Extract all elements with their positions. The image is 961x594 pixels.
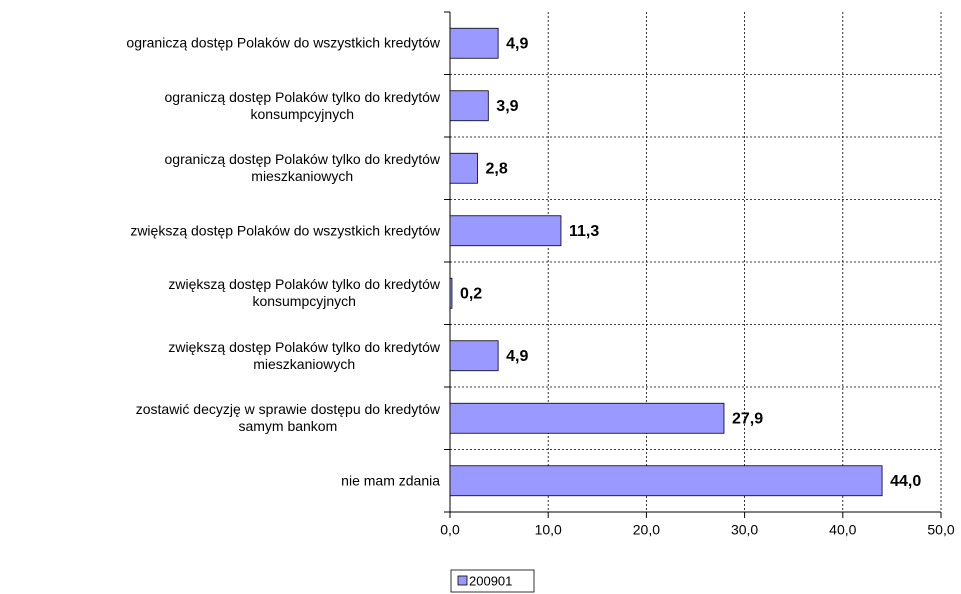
- bar: [449, 340, 499, 372]
- category-label: zostawić decyzję w sprawie dostępu do kr…: [135, 401, 440, 435]
- x-tick-label: 30,0: [731, 522, 758, 538]
- x-tick-label: 40,0: [829, 522, 856, 538]
- bar: [449, 90, 489, 122]
- x-tick-label: 10,0: [535, 522, 562, 538]
- value-label: 0,2: [460, 285, 482, 302]
- value-label: 2,8: [485, 160, 507, 177]
- value-label: 44,0: [890, 473, 921, 490]
- value-label: 4,9: [506, 348, 528, 365]
- category-label: ograniczą dostęp Polaków tylko do kredyt…: [164, 151, 440, 185]
- bar: [449, 465, 883, 497]
- category-label: zwiększą dostęp Polaków do wszystkich kr…: [130, 222, 440, 239]
- category-label: ograniczą dostęp Polaków do wszystkich k…: [126, 34, 440, 51]
- category-label: zwiększą dostęp Polaków tylko do kredytó…: [168, 338, 440, 372]
- bar: [449, 402, 725, 434]
- bar: [449, 27, 499, 59]
- value-label: 3,9: [496, 98, 518, 115]
- x-tick-label: 20,0: [633, 522, 660, 538]
- legend-label: 200901: [469, 573, 512, 588]
- category-label: zwiększą dostęp Polaków tylko do kredytó…: [168, 276, 440, 310]
- x-tick-label: 0,0: [440, 522, 460, 538]
- legend-swatch: [457, 575, 468, 586]
- legend-box: [450, 569, 535, 593]
- value-label: 11,3: [569, 223, 599, 240]
- category-label: nie mam zdania: [341, 472, 440, 489]
- bar: [449, 152, 478, 184]
- bar: [449, 277, 453, 309]
- value-label: 4,9: [506, 35, 528, 52]
- x-tick-label: 50,0: [927, 522, 954, 538]
- value-label: 27,9: [732, 410, 763, 427]
- bar: [449, 215, 562, 247]
- category-label: ograniczą dostęp Polaków tylko do kredyt…: [164, 88, 440, 122]
